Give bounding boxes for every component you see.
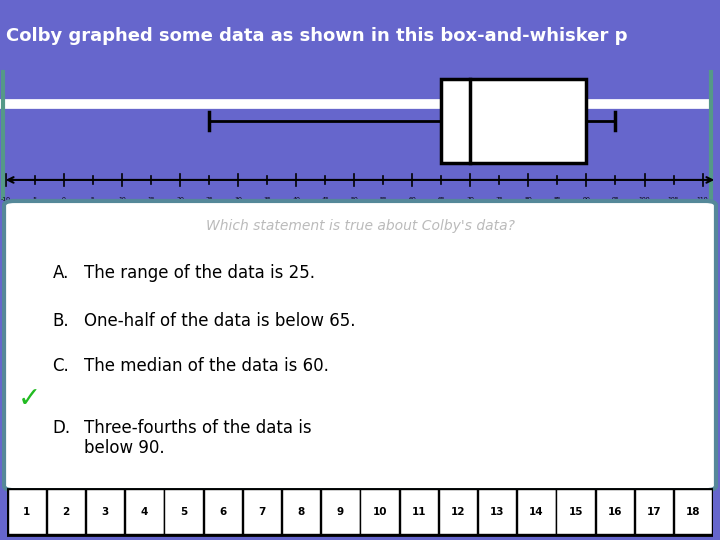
Bar	[125, 489, 163, 534]
Bar	[674, 489, 712, 534]
Text: Colby graphed some data as shown in this box-and-whisker p: Colby graphed some data as shown in this…	[6, 26, 627, 45]
Bar	[86, 489, 125, 534]
Text: 100: 100	[639, 197, 650, 202]
Bar	[557, 489, 595, 534]
Bar	[282, 489, 320, 534]
Text: 7: 7	[258, 507, 266, 517]
Text: The range of the data is 25.: The range of the data is 25.	[84, 264, 315, 282]
Bar	[8, 489, 46, 534]
Text: 40: 40	[292, 197, 300, 202]
Text: 20: 20	[176, 197, 184, 202]
Text: 75: 75	[495, 197, 503, 202]
Text: 105: 105	[667, 197, 680, 202]
Text: 90: 90	[582, 197, 590, 202]
Text: 35: 35	[263, 197, 271, 202]
Text: -5: -5	[32, 197, 38, 202]
Bar	[321, 489, 359, 534]
Text: 6: 6	[219, 507, 226, 517]
Text: B.: B.	[53, 312, 69, 330]
Text: 9: 9	[337, 507, 344, 517]
FancyBboxPatch shape	[4, 201, 716, 490]
Text: 8: 8	[297, 507, 305, 517]
Text: C.: C.	[53, 357, 69, 375]
Text: 4: 4	[140, 507, 148, 517]
Text: 65: 65	[438, 197, 445, 202]
Text: 45: 45	[321, 197, 329, 202]
Text: 80: 80	[524, 197, 532, 202]
Bar	[635, 489, 673, 534]
Text: 5: 5	[91, 197, 95, 202]
Bar	[204, 489, 242, 534]
Bar	[517, 489, 556, 534]
Text: 85: 85	[554, 197, 562, 202]
Text: 11: 11	[412, 507, 426, 517]
Text: 50: 50	[351, 197, 358, 202]
Bar	[164, 489, 203, 534]
Bar	[243, 489, 282, 534]
Bar	[595, 489, 634, 534]
Text: 30: 30	[234, 197, 242, 202]
Text: 12: 12	[451, 507, 465, 517]
Bar	[400, 489, 438, 534]
Text: 13: 13	[490, 507, 505, 517]
Text: 95: 95	[611, 197, 619, 202]
Text: 15: 15	[568, 507, 583, 517]
Text: D.: D.	[53, 418, 71, 437]
Text: 25: 25	[205, 197, 213, 202]
Text: Three-fourths of the data is
below 90.: Three-fourths of the data is below 90.	[84, 418, 311, 457]
Text: 55: 55	[379, 197, 387, 202]
Text: 15: 15	[147, 197, 155, 202]
Bar	[441, 79, 587, 163]
Text: Which statement is true about Colby's data?: Which statement is true about Colby's da…	[205, 219, 515, 233]
Text: 3: 3	[102, 507, 109, 517]
Text: 0: 0	[62, 197, 66, 202]
Text: 60: 60	[408, 197, 416, 202]
Text: 16: 16	[608, 507, 622, 517]
Text: 18: 18	[686, 507, 701, 517]
Text: 70: 70	[467, 197, 474, 202]
Bar	[47, 489, 85, 534]
Text: The median of the data is 60.: The median of the data is 60.	[84, 357, 328, 375]
Text: 2: 2	[63, 507, 70, 517]
Text: -10: -10	[1, 197, 11, 202]
Text: 5: 5	[180, 507, 187, 517]
Text: 10: 10	[118, 197, 126, 202]
Text: 1: 1	[23, 507, 30, 517]
Bar	[478, 489, 516, 534]
Text: 110: 110	[697, 197, 708, 202]
Bar	[438, 489, 477, 534]
Text: 14: 14	[529, 507, 544, 517]
Text: A.: A.	[53, 264, 69, 282]
Text: ✓: ✓	[18, 385, 41, 413]
Text: 17: 17	[647, 507, 661, 517]
Bar	[361, 489, 399, 534]
Text: One-half of the data is below 65.: One-half of the data is below 65.	[84, 312, 355, 330]
Text: 10: 10	[372, 507, 387, 517]
